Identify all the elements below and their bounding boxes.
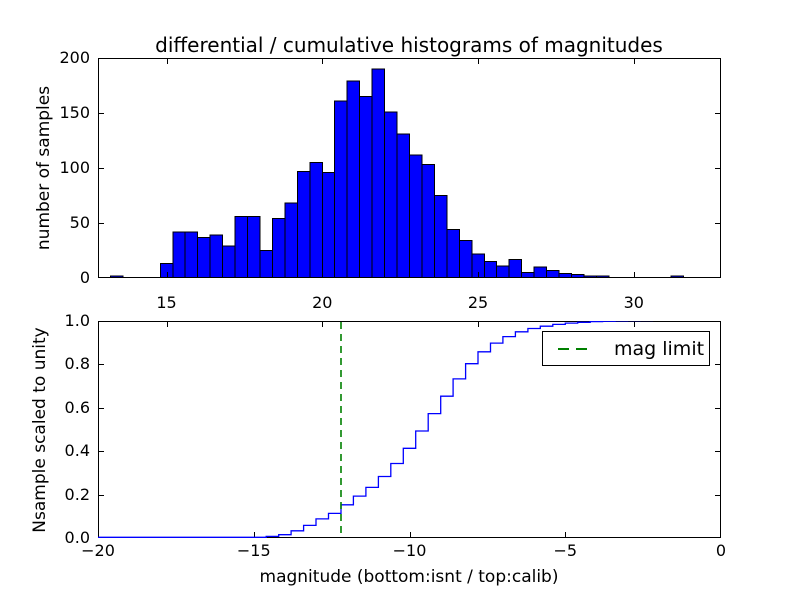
histogram-bar	[496, 265, 510, 278]
page-title: differential / cumulative histograms of …	[155, 33, 663, 57]
bottom-y-tick-label: 0.8	[64, 354, 90, 374]
histogram-bar	[184, 231, 199, 278]
axes-frame	[98, 321, 721, 538]
histogram-bar	[446, 229, 460, 278]
histogram-bar	[271, 218, 286, 278]
bottom-cumulative-svg	[98, 321, 721, 538]
histogram-bar	[346, 80, 361, 278]
bottom-x-tick-label: −10	[392, 541, 427, 560]
histogram-bar	[222, 245, 236, 278]
histogram-bar	[197, 236, 211, 278]
top-x-tick-label: 25	[467, 293, 489, 312]
bottom-xlabel: magnitude (bottom:isnt / top:calib)	[259, 567, 559, 587]
top-y-tick-label: 200	[59, 48, 90, 67]
top-y-tick-label: 0	[79, 268, 90, 287]
legend-label: mag limit	[614, 337, 705, 360]
bottom-y-tick-label: 0.0	[64, 528, 90, 547]
histogram-bar	[359, 96, 373, 278]
histogram-bar	[396, 133, 411, 278]
legend: mag limit	[542, 331, 710, 366]
bottom-y-tick-label: 0.4	[64, 441, 90, 461]
axes-frame	[98, 58, 721, 278]
histogram-bar	[296, 170, 311, 278]
histogram-bar	[109, 275, 124, 278]
histogram-bar	[209, 234, 224, 278]
cumulative-step-curve	[98, 321, 666, 538]
histogram-bar	[384, 111, 398, 278]
bottom-x-tick-label: −20	[81, 541, 115, 560]
histogram-bar	[595, 275, 610, 278]
bottom-x-tick-label: −5	[553, 541, 578, 560]
histogram-bar	[334, 100, 348, 278]
bottom-y-tick-label: 0.2	[64, 484, 90, 504]
histogram-bar	[458, 240, 473, 278]
top-y-tick-label: 50	[69, 213, 90, 232]
top-histogram-svg	[98, 58, 721, 278]
histogram-bar	[533, 266, 548, 278]
top-plot-area	[98, 58, 721, 278]
histogram-bar	[409, 154, 423, 278]
top-x-tick-label: 20	[312, 293, 333, 312]
histogram-bar	[371, 68, 386, 278]
histogram-bar	[508, 258, 523, 278]
histogram-bar	[247, 215, 261, 278]
histogram-bar	[259, 250, 273, 278]
histogram-bar	[483, 261, 498, 278]
histogram-bar	[421, 164, 435, 278]
bottom-x-tick-label: −15	[236, 541, 271, 560]
bottom-y-tick-label: 1.0	[64, 311, 90, 330]
histogram-bar	[546, 269, 560, 278]
top-y-tick-label: 100	[59, 158, 90, 177]
bottom-y-tick-label: 0.6	[64, 397, 90, 417]
histogram-bar	[670, 275, 685, 278]
top-x-tick-label: 15	[156, 293, 177, 312]
top-x-tick-label: 30	[623, 293, 644, 312]
legend-dashed-line-sample	[558, 347, 594, 350]
histogram-bar	[159, 263, 174, 278]
histogram-bar	[433, 195, 448, 278]
bottom-plot-area	[98, 321, 721, 538]
histogram-bar	[172, 231, 186, 278]
bottom-x-tick-label: 0	[715, 541, 727, 560]
histogram-bar	[234, 215, 249, 278]
top-y-tick-label: 150	[59, 103, 90, 122]
histogram-bar	[309, 162, 323, 278]
histogram-bar	[321, 171, 336, 278]
histogram-bar	[284, 202, 298, 278]
